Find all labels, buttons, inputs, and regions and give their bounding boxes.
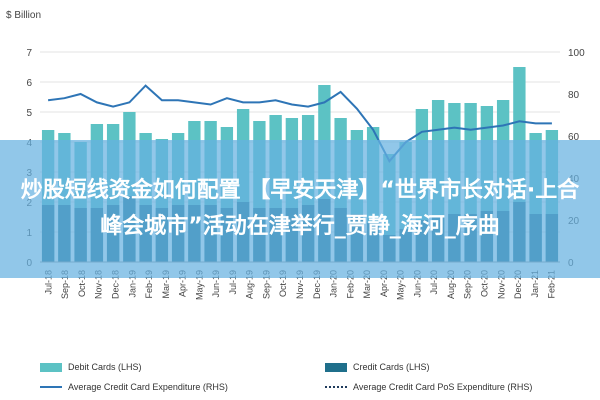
- x-tick-label: Feb-19: [144, 270, 154, 299]
- x-tick-label: Sep-18: [60, 270, 70, 299]
- x-tick-label: Sep-20: [463, 270, 473, 299]
- legend-label-avg-credit: Average Credit Card Expenditure (RHS): [68, 382, 228, 392]
- x-tick-label: Nov-19: [295, 270, 305, 299]
- y-right-tick-label: 100: [568, 48, 585, 59]
- legend-label-credit: Credit Cards (LHS): [353, 362, 430, 372]
- x-tick-label: Nov-18: [94, 270, 104, 299]
- x-tick-label: Oct-20: [480, 270, 490, 297]
- x-tick-label: Jul-20: [429, 270, 439, 295]
- y-left-tick-label: 6: [26, 78, 32, 89]
- legend-swatch-avg-credit: [40, 386, 62, 388]
- x-tick-label: Aug-20: [446, 270, 456, 299]
- overlay-banner: 炒股短线资金如何配置 【早安天津】“世界市长对话·上合峰会城市”活动在津举行_贾…: [0, 140, 600, 278]
- x-tick-label: Jan-20: [329, 270, 339, 298]
- x-tick-label: Jul-19: [228, 270, 238, 295]
- x-tick-label: Apr-20: [379, 270, 389, 297]
- x-tick-label: Dec-20: [513, 270, 523, 299]
- x-tick-label: Apr-19: [178, 270, 188, 297]
- y-left-tick-label: 7: [26, 48, 32, 59]
- x-tick-label: Jul-18: [43, 270, 53, 295]
- x-tick-label: Aug-19: [245, 270, 255, 299]
- legend-swatch-credit: [325, 362, 347, 372]
- x-tick-label: Oct-18: [77, 270, 87, 297]
- x-tick-label: Dec-18: [110, 270, 120, 299]
- legend-swatch-avg-pos: [325, 386, 347, 388]
- y-left-axis-label: $ Billion: [6, 10, 41, 21]
- x-tick-label: Feb-20: [345, 270, 355, 299]
- x-tick-label: Mar-19: [161, 270, 171, 299]
- x-tick-label: Mar-20: [362, 270, 372, 299]
- x-tick-label: May-20: [396, 270, 406, 300]
- legend-swatch-debit: [40, 362, 62, 372]
- legend-label-debit: Debit Cards (LHS): [68, 362, 142, 372]
- legend: Debit Cards (LHS) Credit Cards (LHS) Ave…: [0, 356, 600, 400]
- legend-item-credit: Credit Cards (LHS): [325, 362, 430, 372]
- y-right-tick-label: 80: [568, 90, 580, 101]
- legend-item-debit: Debit Cards (LHS): [40, 362, 142, 372]
- legend-item-avg-credit: Average Credit Card Expenditure (RHS): [40, 382, 228, 392]
- y-right-tick-label: 60: [568, 132, 580, 143]
- x-tick-label: Jun-19: [211, 270, 221, 298]
- x-tick-label: Jun-20: [412, 270, 422, 298]
- legend-item-avg-pos: Average Credit Card PoS Expenditure (RHS…: [325, 382, 532, 392]
- x-tick-label: Sep-19: [261, 270, 271, 299]
- x-tick-label: Nov-20: [496, 270, 506, 299]
- legend-label-avg-pos: Average Credit Card PoS Expenditure (RHS…: [353, 382, 533, 392]
- y-left-tick-label: 5: [26, 108, 32, 119]
- x-tick-label: Dec-19: [312, 270, 322, 299]
- x-tick-label: Jan-19: [127, 270, 137, 298]
- x-tick-label: Jan-21: [530, 270, 540, 298]
- line-avg-credit-card-expenditure: [47, 84, 552, 163]
- x-tick-label: Oct-19: [278, 270, 288, 297]
- x-tick-label: May-19: [194, 270, 204, 300]
- x-tick-label: Feb-21: [547, 270, 557, 299]
- banner-text: 炒股短线资金如何配置 【早安天津】“世界市长对话·上合峰会城市”活动在津举行_贾…: [20, 178, 580, 239]
